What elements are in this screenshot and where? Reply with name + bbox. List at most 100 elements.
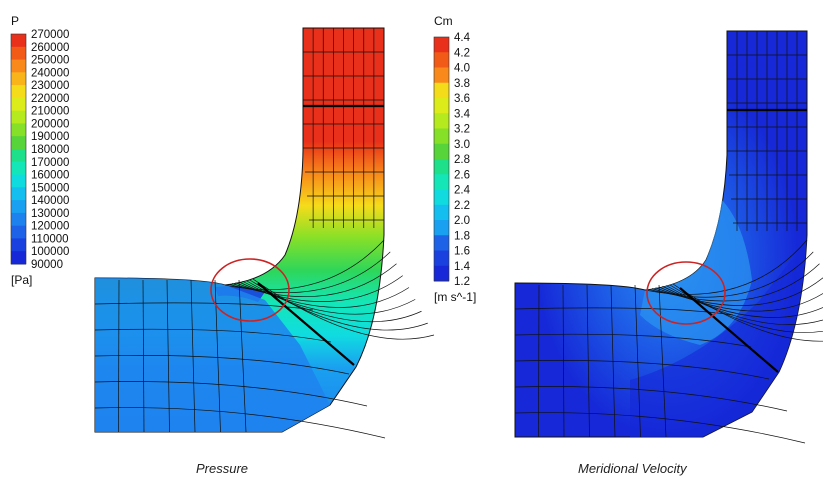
velocity-color-band bbox=[434, 37, 449, 53]
mesh-line bbox=[242, 280, 416, 315]
pressure-panel: P 27000026000025000024000023000022000021… bbox=[10, 14, 435, 439]
pressure-color-band bbox=[11, 136, 26, 150]
pressure-color-band bbox=[11, 34, 26, 48]
velocity-color-band bbox=[434, 204, 449, 221]
pressure-tick-label: 230000 bbox=[31, 80, 69, 92]
velocity-tick-label: 1.2 bbox=[454, 276, 470, 288]
pressure-tick-labels: 2700002600002500002400002300002200002100… bbox=[31, 29, 69, 271]
pressure-color-band bbox=[11, 97, 26, 112]
mesh-line bbox=[118, 279, 120, 433]
mesh-line bbox=[94, 328, 332, 343]
pressure-tick-label: 260000 bbox=[31, 42, 69, 54]
pressure-color-band bbox=[11, 46, 26, 61]
mesh-line bbox=[514, 386, 788, 412]
velocity-tick-label: 2.4 bbox=[454, 185, 471, 197]
pressure-tick-label: 200000 bbox=[31, 118, 69, 130]
pressure-color-band bbox=[11, 110, 26, 124]
mesh-line bbox=[514, 360, 770, 380]
mesh-line bbox=[538, 284, 540, 438]
pressure-mesh-lines bbox=[94, 28, 435, 439]
legend-variable-cm: Cm bbox=[434, 14, 453, 28]
pressure-color-bar bbox=[10, 33, 27, 265]
mesh-line bbox=[94, 302, 314, 311]
pressure-tick-label: 270000 bbox=[31, 29, 69, 41]
pressure-tick-label: 170000 bbox=[31, 157, 69, 169]
pressure-tick-label: 120000 bbox=[31, 221, 69, 233]
mesh-line bbox=[672, 283, 823, 342]
pressure-color-band bbox=[11, 161, 26, 176]
pressure-color-band bbox=[11, 251, 26, 265]
legend-unit-ms: [m s^-1] bbox=[434, 290, 476, 304]
mesh-line bbox=[514, 333, 752, 348]
velocity-color-band bbox=[434, 189, 449, 206]
velocity-color-band bbox=[434, 98, 449, 114]
velocity-outer-low-region bbox=[630, 235, 807, 437]
mesh-line bbox=[662, 285, 823, 318]
mesh-line bbox=[238, 281, 410, 308]
pressure-color-band bbox=[11, 174, 26, 188]
pressure-tick-label: 180000 bbox=[31, 144, 69, 156]
mesh-line bbox=[655, 277, 823, 306]
mesh-line bbox=[94, 355, 350, 375]
velocity-tick-label: 3.8 bbox=[454, 78, 470, 90]
pressure-color-band bbox=[11, 187, 26, 201]
mesh-line bbox=[634, 284, 641, 438]
pressure-tick-label: 150000 bbox=[31, 182, 69, 194]
pressure-interface-line-diagonal bbox=[257, 282, 355, 366]
pressure-tick-label: 240000 bbox=[31, 67, 69, 79]
pressure-color-band bbox=[11, 123, 26, 137]
velocity-color-band bbox=[434, 113, 449, 129]
mesh-line bbox=[249, 279, 428, 331]
velocity-tick-label: 3.4 bbox=[454, 108, 471, 120]
velocity-tick-label: 2.8 bbox=[454, 154, 470, 166]
pressure-color-bar-frame bbox=[10, 33, 27, 265]
mesh-line bbox=[94, 381, 368, 407]
velocity-color-band bbox=[434, 250, 449, 267]
mesh-line bbox=[658, 286, 823, 312]
mesh-line bbox=[658, 284, 667, 438]
velocity-tick-label: 4.0 bbox=[454, 63, 470, 75]
velocity-tick-label: 3.6 bbox=[454, 93, 470, 105]
pressure-tick-label: 100000 bbox=[31, 246, 69, 258]
velocity-color-band bbox=[434, 174, 449, 190]
velocity-color-band bbox=[434, 67, 449, 84]
velocity-caption: Meridional Velocity bbox=[578, 461, 687, 476]
mesh-line bbox=[514, 412, 806, 444]
mesh-line bbox=[235, 275, 403, 302]
velocity-tick-label: 2.0 bbox=[454, 215, 470, 227]
pressure-color-band bbox=[11, 212, 26, 227]
pressure-color-band bbox=[11, 85, 26, 99]
pressure-annotation-circle bbox=[210, 258, 290, 322]
pressure-color-band bbox=[11, 225, 26, 239]
mesh-line bbox=[166, 279, 170, 433]
pressure-tick-label: 140000 bbox=[31, 195, 69, 207]
velocity-color-band bbox=[434, 235, 449, 251]
mesh-line bbox=[142, 279, 145, 433]
mesh-line bbox=[238, 279, 247, 433]
pressure-tick-label: 130000 bbox=[31, 208, 69, 220]
velocity-tick-label: 1.4 bbox=[454, 261, 471, 273]
velocity-tick-label: 1.8 bbox=[454, 230, 470, 242]
velocity-color-band bbox=[434, 143, 449, 160]
pressure-tick-label: 250000 bbox=[31, 55, 69, 67]
pressure-color-band bbox=[11, 72, 26, 86]
velocity-color-band bbox=[434, 220, 449, 236]
pressure-tick-label: 190000 bbox=[31, 131, 69, 143]
pressure-color-band bbox=[11, 149, 26, 163]
pressure-caption: Pressure bbox=[196, 461, 249, 476]
velocity-panel: Cm 4.4 4.2 4.0 3.8 3.6 3.4 3.2 3.0 2.8 2.6 2.4 2.2 2… bbox=[433, 14, 823, 444]
velocity-color-band bbox=[434, 52, 449, 68]
velocity-tick-label: 2.2 bbox=[454, 200, 470, 212]
velocity-color-bar bbox=[433, 36, 450, 282]
velocity-color-bar-frame bbox=[433, 36, 450, 282]
legend-variable-p: P bbox=[11, 14, 19, 28]
pressure-tick-label: 110000 bbox=[31, 233, 69, 245]
velocity-tick-label: 3.2 bbox=[454, 124, 470, 136]
velocity-color-band bbox=[434, 128, 449, 145]
velocity-color-band bbox=[434, 159, 449, 175]
pressure-color-band bbox=[11, 59, 26, 73]
pressure-color-band bbox=[11, 238, 26, 252]
velocity-high-region bbox=[640, 200, 752, 345]
velocity-tick-label: 1.6 bbox=[454, 246, 470, 258]
